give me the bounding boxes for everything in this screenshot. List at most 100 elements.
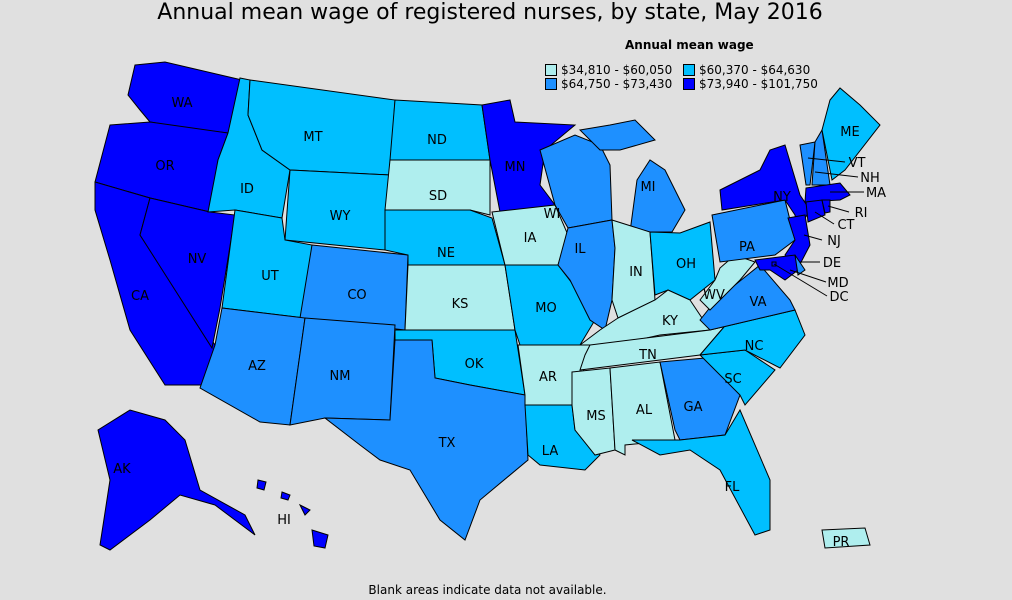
state-tx [323, 339, 529, 541]
state-label: MD [827, 276, 848, 291]
legend-swatch [545, 64, 557, 76]
state-wv [699, 254, 756, 311]
state-shape [311, 529, 329, 549]
state-shape [804, 182, 851, 203]
state-label: VA [750, 295, 767, 310]
legend-label: $60,370 - $64,630 [699, 63, 811, 77]
state-label: SC [724, 372, 741, 387]
state-label: OR [155, 159, 174, 174]
state-shape [256, 479, 267, 491]
state-shape [323, 339, 529, 541]
legend-label: $34,810 - $60,050 [561, 63, 673, 77]
state-vt [799, 141, 816, 186]
state-label: PA [739, 240, 755, 255]
state-shape [799, 141, 816, 186]
state-pr [821, 527, 871, 549]
state-shape [539, 134, 613, 229]
callout-line [789, 269, 827, 283]
state-me [821, 87, 881, 181]
state-shape [578, 119, 656, 151]
state-ct [805, 199, 826, 223]
state-shape [384, 159, 491, 216]
footer-note: Blank areas indicate data not available. [368, 583, 607, 597]
state-label: WI [544, 207, 561, 222]
state-fl [631, 408, 771, 536]
state-label: NE [437, 246, 455, 261]
callout-line [807, 157, 846, 163]
legend-item: $34,810 - $60,050 [545, 63, 672, 77]
state-label: AK [113, 462, 131, 477]
state-label: MO [535, 301, 556, 316]
state-ri [821, 199, 831, 214]
state-shape [631, 408, 771, 536]
state-label: IL [574, 242, 586, 257]
legend-item: $60,370 - $64,630 [683, 63, 810, 77]
legend-swatch [683, 64, 695, 76]
state-ak [97, 409, 256, 551]
state-label: KY [662, 314, 678, 329]
state-label: IN [629, 265, 643, 280]
legend-label: $73,940 - $101,750 [699, 77, 818, 91]
callout-line [803, 234, 823, 241]
callout-line [814, 171, 859, 178]
state-mn [481, 99, 577, 213]
state-label: SD [429, 189, 447, 204]
state-label: HI [277, 513, 291, 528]
state-shape [821, 87, 881, 181]
state-label: OH [676, 257, 696, 272]
state-shape [629, 159, 686, 233]
state-label: MI [640, 180, 655, 195]
map-title: Annual mean wage of registered nurses, b… [157, 0, 823, 25]
legend-item: $73,940 - $101,750 [683, 77, 818, 91]
state-shape [821, 199, 831, 214]
state-shape [805, 199, 826, 223]
legend-swatch [683, 78, 695, 90]
state-nd [389, 99, 491, 161]
state-label: CO [347, 288, 366, 303]
state-shape [711, 199, 796, 263]
state-shape [821, 527, 871, 549]
state-label: VT [849, 156, 866, 171]
state-label: UT [261, 269, 279, 284]
state-shape [298, 503, 311, 516]
state-shape [481, 99, 577, 213]
state-label: GA [684, 400, 703, 415]
state-label: CT [837, 218, 854, 233]
state-shape [699, 254, 756, 311]
callout-line [773, 263, 828, 297]
legend-item: $64,750 - $73,430 [545, 77, 672, 91]
state-label: NJ [827, 234, 841, 249]
state-label: CA [131, 289, 149, 304]
state-label: TX [438, 436, 456, 451]
state-label: WY [330, 209, 351, 224]
state-label: WA [171, 96, 192, 111]
state-sd [384, 159, 491, 216]
state-label: AZ [248, 359, 266, 374]
state-label: MN [505, 160, 526, 175]
state-label: LA [542, 444, 559, 459]
state-shape [649, 221, 716, 301]
callout-line [827, 205, 850, 213]
callout-line [814, 211, 835, 225]
state-label: AR [539, 370, 557, 385]
state-label: NY [773, 190, 791, 205]
state-label: PR [833, 535, 850, 550]
state-shape [97, 409, 256, 551]
state-label: ID [240, 182, 254, 197]
state-oh [649, 221, 716, 301]
state-pa [711, 199, 796, 263]
state-hi [256, 479, 329, 549]
state-label: NH [860, 171, 880, 186]
legend-swatch [545, 78, 557, 90]
state-label: MT [303, 130, 322, 145]
state-label: NM [330, 369, 351, 384]
state-shape [389, 99, 491, 161]
state-label: MA [866, 186, 886, 201]
state-label: ND [427, 133, 447, 148]
state-label: IA [524, 231, 537, 246]
state-wi [539, 134, 613, 229]
state-label: TN [638, 348, 657, 363]
legend-title: Annual mean wage [625, 38, 754, 52]
